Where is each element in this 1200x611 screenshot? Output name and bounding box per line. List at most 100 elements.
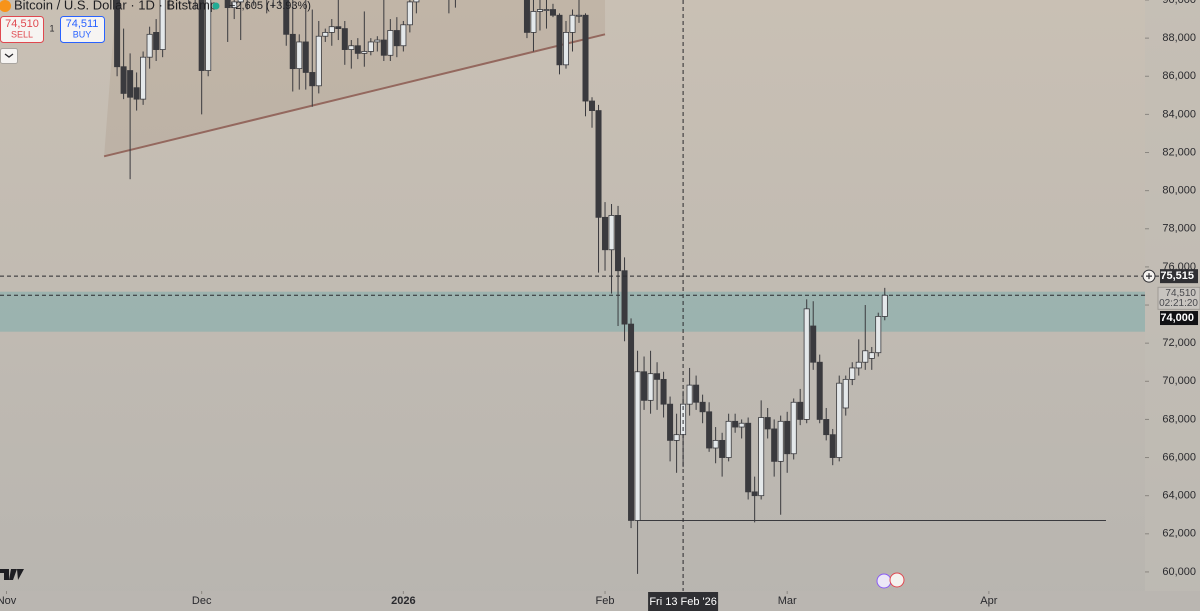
candle-body (224, 0, 231, 9)
candle-body (745, 422, 752, 493)
price-change: +2,605 (+3.93%) (229, 0, 311, 12)
candle-body (641, 371, 648, 401)
candle-body (562, 32, 569, 66)
candle-body (693, 384, 700, 403)
y-tick-label: 80,000 (1162, 185, 1196, 197)
candle-body (140, 56, 147, 100)
candle-body (556, 14, 563, 66)
candle-body (816, 361, 823, 420)
candle-body (771, 428, 778, 462)
x-tick-label: 2026 (391, 595, 415, 607)
last-price-label: 74,510 (1165, 288, 1196, 299)
candle-body (296, 41, 303, 70)
candle-body (849, 367, 856, 380)
candle-body (621, 270, 628, 325)
last-price-box (1157, 286, 1200, 310)
candle-body (523, 0, 530, 33)
candle-body (784, 420, 791, 455)
candle-body (406, 1, 413, 26)
quantity: 1 (49, 23, 54, 33)
x-tick-label: Apr (980, 595, 997, 607)
candle-body (686, 384, 693, 405)
candle-body (836, 382, 843, 458)
candle-body (127, 70, 134, 98)
trendline (103, 33, 606, 158)
candle-body (328, 26, 335, 33)
candle-body (608, 215, 615, 251)
countdown-label: 02:21:20 (1159, 298, 1198, 309)
candle-body (309, 72, 316, 87)
candle-body (654, 373, 661, 380)
candle-body (719, 439, 726, 458)
candle-body (875, 316, 882, 354)
candle-body (146, 33, 153, 58)
zone (0, 291, 1145, 332)
crosshair-x-box (648, 592, 719, 611)
candle-body (855, 361, 862, 369)
candle-body (758, 417, 765, 497)
market-status (212, 2, 220, 10)
plus-icon (1146, 273, 1152, 280)
crosshair-y-label: 75,515 (1160, 270, 1194, 282)
candle-body (589, 100, 596, 111)
candle-body (803, 308, 810, 420)
y-tick-label: 82,000 (1162, 146, 1196, 158)
candle-body (699, 401, 706, 413)
buy-price: 74,511 (66, 18, 99, 30)
sell-button[interactable] (0, 16, 44, 43)
candle-body (712, 439, 719, 449)
logo (0, 569, 24, 580)
candle-body (797, 401, 804, 420)
event-icon[interactable] (876, 573, 892, 589)
candle-body (354, 45, 361, 54)
y-tick-label: 90,000 (1162, 0, 1196, 6)
candle-body (315, 35, 322, 87)
candle-body (595, 110, 602, 218)
y-tick-label: 60,000 (1162, 566, 1196, 578)
candle-body (133, 87, 140, 100)
y-tick-label: 68,000 (1162, 413, 1196, 425)
candle-body (237, 0, 244, 3)
buy-button[interactable] (60, 16, 105, 43)
candle-body (706, 411, 713, 449)
candle-body (725, 420, 732, 458)
candle-body (576, 14, 583, 17)
candle-body (302, 41, 309, 73)
candle-body (751, 491, 758, 497)
candle-body (283, 0, 290, 35)
candle-body (634, 371, 641, 521)
y-tick-label: 78,000 (1162, 223, 1196, 235)
candle-body (205, 0, 212, 71)
candle-body (738, 422, 745, 428)
candle-body (842, 378, 849, 409)
y-tick-label: 62,000 (1162, 528, 1196, 540)
candle-body (764, 417, 771, 430)
candle-body (673, 434, 680, 441)
candle-body (413, 0, 420, 3)
candle-body (790, 401, 797, 455)
buy-label: BUY (73, 29, 92, 39)
x-tick-label: Mar (778, 595, 797, 607)
plot-area (0, 0, 1145, 574)
candle-body (159, 0, 166, 50)
candle-body (549, 9, 556, 16)
collapse-button[interactable] (0, 48, 18, 64)
candle-body (114, 0, 121, 68)
symbol-icon (0, 0, 11, 12)
hline-box (1160, 311, 1198, 326)
y-tick-label: 70,000 (1162, 375, 1196, 387)
crosshair-y-box (1160, 269, 1198, 284)
candle-body (400, 24, 407, 47)
candle-body (647, 373, 654, 401)
candle-body (667, 403, 674, 441)
chevron-icon (4, 53, 14, 58)
candle-body (348, 45, 355, 50)
candle-body (380, 39, 387, 56)
sell-label: SELL (11, 29, 33, 39)
hline-label: 74,000 (1160, 312, 1194, 324)
y-tick-label: 66,000 (1162, 451, 1196, 463)
candle-body (361, 51, 368, 54)
event-flag-icon[interactable] (889, 572, 905, 588)
